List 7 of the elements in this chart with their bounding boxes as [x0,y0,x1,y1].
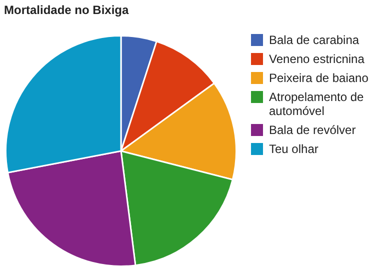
legend-label: Atropelamento de automóvel [269,90,365,118]
legend-label: Veneno estricnina [269,52,364,66]
chart-title: Mortalidade no Bixiga [4,3,129,17]
legend-label: Bala de revólver [269,123,356,137]
legend-label: Peixeira de baiano [269,71,368,85]
legend-label: Bala de carabina [269,33,360,47]
legend-label: Teu olhar [269,142,318,156]
